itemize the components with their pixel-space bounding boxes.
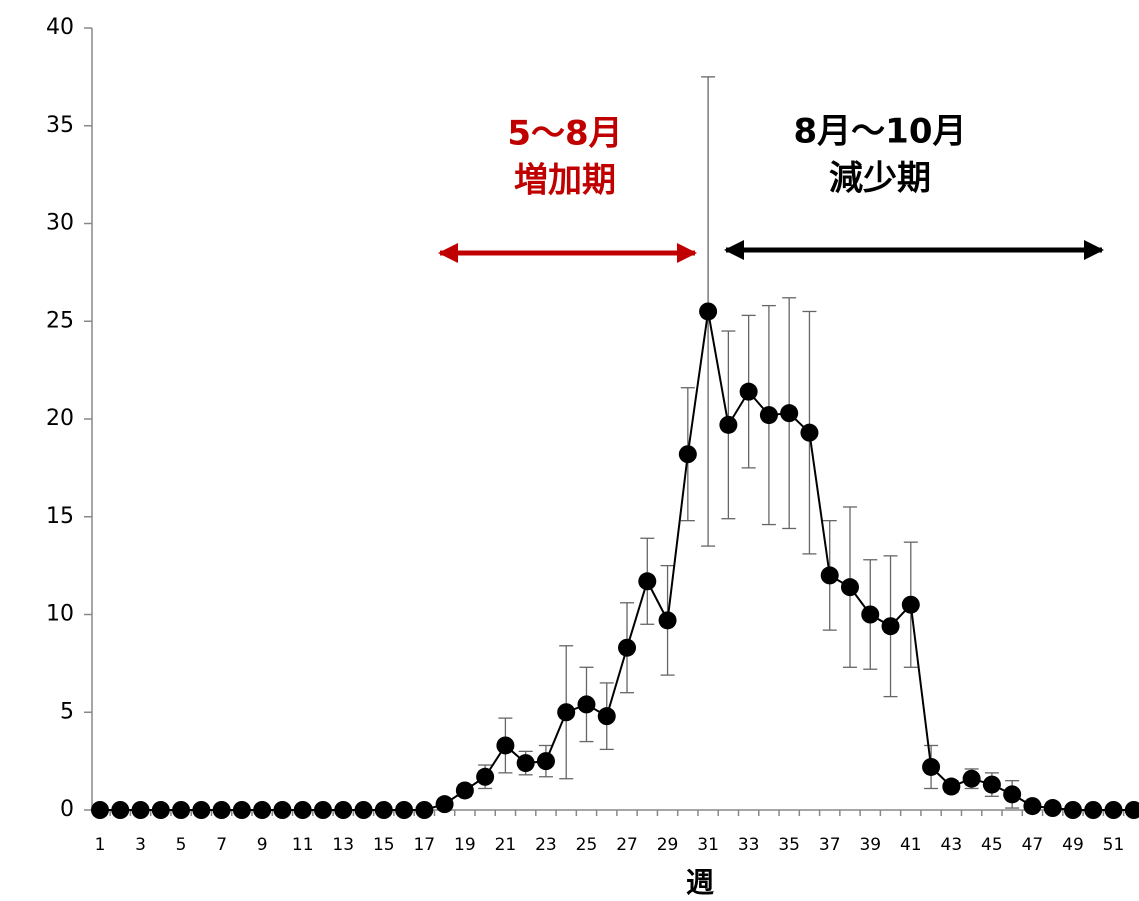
- marker: [111, 801, 130, 819]
- marker: [557, 703, 576, 722]
- x-tick-label: 3: [135, 835, 146, 855]
- annotation: 増加期: [514, 161, 616, 201]
- marker: [212, 801, 231, 819]
- x-axis-title: 週: [686, 866, 714, 899]
- y-tick-label: 30: [46, 211, 74, 236]
- y-tick-label: 25: [46, 308, 74, 333]
- marker: [1104, 801, 1123, 819]
- x-tick-label: 23: [535, 835, 557, 855]
- x-tick-label: 19: [454, 835, 476, 855]
- x-tick-label: 29: [657, 835, 679, 855]
- x-tick-label: 37: [819, 835, 841, 855]
- x-tick-label: 41: [900, 835, 922, 855]
- y-tick-label: 40: [46, 15, 74, 40]
- marker: [922, 757, 941, 776]
- marker: [638, 572, 657, 591]
- marker: [516, 754, 535, 773]
- x-tick-label: 21: [495, 835, 517, 855]
- x-tick-label: 51: [1103, 835, 1125, 855]
- x-tick-label: 15: [373, 835, 395, 855]
- marker: [1023, 797, 1042, 816]
- marker: [942, 777, 961, 796]
- marker: [455, 781, 474, 800]
- marker: [901, 595, 920, 614]
- marker: [597, 707, 616, 726]
- x-tick-label: 45: [981, 835, 1003, 855]
- marker: [739, 382, 758, 401]
- x-tick-label: 49: [1062, 835, 1084, 855]
- marker: [273, 801, 292, 819]
- x-tick-label: 43: [941, 835, 963, 855]
- marker: [1003, 785, 1022, 804]
- annotation: 減少期: [829, 159, 931, 199]
- y-tick-label: 5: [60, 699, 74, 724]
- x-tick-label: 7: [216, 835, 227, 855]
- marker: [415, 801, 434, 819]
- marker: [151, 801, 170, 819]
- x-tick-label: 13: [332, 835, 354, 855]
- x-tick-label: 5: [176, 835, 187, 855]
- marker: [476, 767, 495, 786]
- annotation: 8月〜10月: [794, 112, 967, 152]
- y-tick-label: 15: [46, 504, 74, 529]
- y-tick-label: 10: [46, 602, 74, 627]
- marker: [962, 769, 981, 788]
- marker: [800, 423, 819, 442]
- marker: [840, 578, 859, 597]
- x-tick-label: 35: [778, 835, 800, 855]
- marker: [354, 801, 373, 819]
- marker: [395, 801, 414, 819]
- marker: [780, 404, 799, 423]
- annotation: 5〜8月: [507, 114, 622, 154]
- marker: [435, 795, 454, 814]
- marker: [719, 415, 738, 434]
- marker: [699, 302, 718, 321]
- line: [100, 311, 1134, 811]
- x-tick-label: 27: [616, 835, 638, 855]
- marker: [881, 617, 900, 636]
- x-tick-label: 25: [576, 835, 598, 855]
- x-tick-label: 39: [859, 835, 881, 855]
- y-tick-label: 35: [46, 113, 74, 138]
- y-tick-label: 20: [46, 406, 74, 431]
- marker: [253, 801, 272, 819]
- marker: [820, 566, 839, 585]
- x-tick-label: 1: [95, 835, 106, 855]
- marker: [1124, 801, 1139, 819]
- marker: [91, 801, 109, 819]
- x-tick-label: 9: [257, 835, 268, 855]
- marker: [982, 775, 1001, 794]
- marker: [1043, 799, 1062, 818]
- x-tick-label: 31: [697, 835, 719, 855]
- marker: [496, 736, 515, 755]
- marker: [536, 752, 555, 771]
- marker: [374, 801, 393, 819]
- x-tick-label: 33: [738, 835, 760, 855]
- marker: [293, 801, 312, 819]
- marker: [334, 801, 353, 819]
- marker: [313, 801, 332, 819]
- marker: [1084, 801, 1103, 819]
- marker: [759, 406, 778, 425]
- marker: [172, 801, 191, 819]
- marker: [658, 611, 677, 630]
- y-tick-label: 0: [60, 797, 74, 822]
- marker: [131, 801, 150, 819]
- x-tick-label: 17: [413, 835, 435, 855]
- marker: [232, 801, 251, 819]
- x-tick-label: 47: [1022, 835, 1044, 855]
- marker: [192, 801, 211, 819]
- marker: [618, 638, 637, 657]
- marker: [678, 445, 697, 464]
- marker: [1063, 801, 1082, 819]
- x-tick-label: 11: [292, 835, 314, 855]
- marker: [577, 695, 596, 714]
- marker: [861, 605, 880, 624]
